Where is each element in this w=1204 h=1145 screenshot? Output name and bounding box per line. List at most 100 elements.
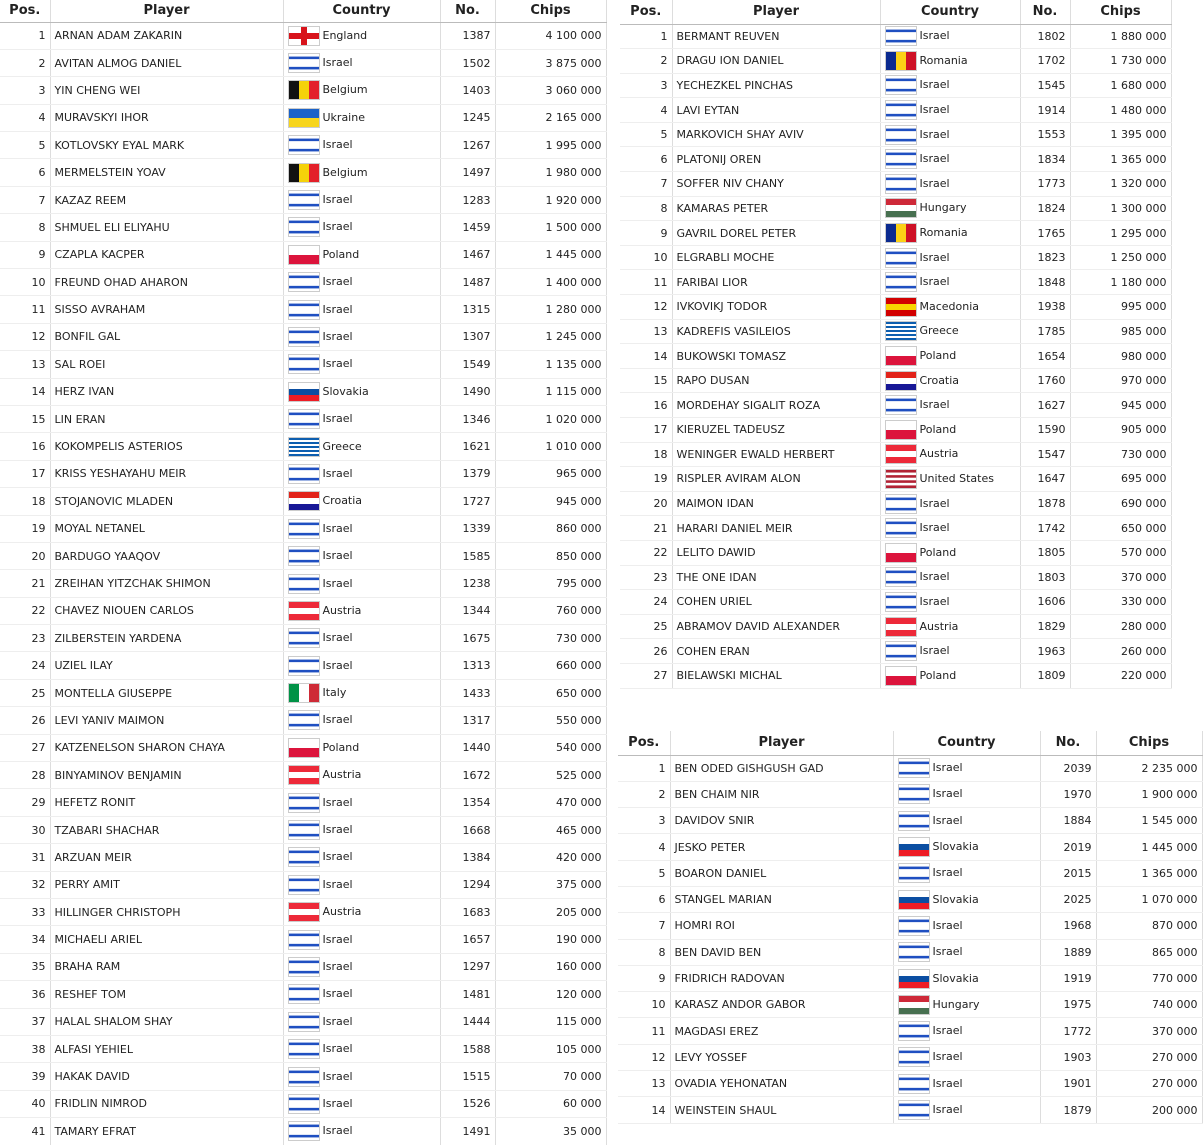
flag-part <box>288 946 319 949</box>
flag-part <box>898 816 929 820</box>
country-name: Israel <box>322 576 353 590</box>
flag-part <box>885 605 916 609</box>
player-name: PLATONIJ OREN <box>672 146 881 173</box>
flag-part <box>288 716 319 720</box>
flag-part <box>288 970 319 974</box>
flag <box>884 641 917 662</box>
flag-part <box>898 1082 929 1086</box>
flag-part <box>288 449 319 452</box>
player-name: KADREFIS VASILEIOS <box>672 319 881 345</box>
flag-part <box>288 480 319 484</box>
chips: 1 010 000 <box>495 432 607 461</box>
flag-part <box>298 684 309 703</box>
country-name: Israel <box>932 1076 963 1090</box>
position: 33 <box>0 898 51 927</box>
flag-part <box>288 470 319 473</box>
flag-part <box>288 305 319 309</box>
player-number: 1545 <box>1020 73 1071 99</box>
flag-part <box>288 644 319 648</box>
flag <box>287 1066 320 1087</box>
flag-part <box>288 915 319 922</box>
flag-part <box>885 652 916 656</box>
flag-part <box>288 998 319 1002</box>
flag-part <box>288 601 319 609</box>
chips: 470 000 <box>495 788 607 817</box>
country: Israel <box>283 542 441 571</box>
flag-part <box>885 532 916 535</box>
country: Belgium <box>283 158 441 187</box>
country-name: Poland <box>919 545 957 559</box>
country: Israel <box>893 1044 1041 1072</box>
flag-part <box>885 264 916 267</box>
player-name: CZAPLA KACPER <box>50 241 284 270</box>
flag-part <box>288 425 319 429</box>
position: 21 <box>0 569 51 598</box>
position: 5 <box>618 860 671 887</box>
flag-part <box>288 587 319 591</box>
flag-part <box>288 300 319 304</box>
player-name: ZILBERSTEIN YARDENA <box>50 624 284 653</box>
flag-part <box>885 600 916 604</box>
table-head: Pos. Player Country No. Chips <box>618 731 1203 756</box>
flag-part <box>288 669 319 673</box>
country-name: Romania <box>919 226 968 240</box>
flag <box>287 107 320 128</box>
flag-part <box>288 522 319 526</box>
flag-part <box>885 598 916 601</box>
flag-part <box>288 562 319 566</box>
flag-part <box>288 796 319 800</box>
flag-part <box>288 365 319 369</box>
flag-part <box>898 844 929 851</box>
country-name: Israel <box>322 959 353 973</box>
flag-part <box>288 453 319 456</box>
flag-part <box>885 328 916 331</box>
flag-part <box>288 1102 319 1106</box>
flag-part <box>885 106 916 110</box>
flag <box>897 863 930 884</box>
player-name: MERMELSTEIN YOAV <box>50 158 284 187</box>
flag-part <box>885 187 916 191</box>
country: Greece <box>283 432 441 461</box>
flag <box>287 217 320 238</box>
position: 12 <box>620 294 673 320</box>
player-row: 11 FARIBAI LIOR Israel 1848 1 180 000 <box>620 269 1172 296</box>
flag-part <box>288 220 319 224</box>
player-number: 1975 <box>1040 991 1097 1019</box>
player-name: SOFFER NIV CHANY <box>672 171 881 197</box>
position: 2 <box>618 781 671 809</box>
flag-part <box>288 59 319 63</box>
flag-part <box>885 332 916 335</box>
player-number: 1938 <box>1020 294 1071 320</box>
player-name: ARNAN ADAM ZAKARIN <box>50 22 284 50</box>
chips: 2 165 000 <box>495 104 607 133</box>
flag-part <box>288 445 319 448</box>
position: 2 <box>620 48 673 74</box>
flag-part <box>288 1067 319 1071</box>
flag-part <box>898 1084 929 1088</box>
player-name: COHEN ERAN <box>672 638 881 664</box>
flag-part <box>885 334 916 337</box>
flag <box>287 984 320 1005</box>
country: Israel <box>283 624 441 653</box>
flag-part <box>885 642 916 646</box>
country-name: Israel <box>322 56 353 70</box>
flag <box>897 1047 930 1068</box>
flag-part <box>885 157 916 161</box>
flag <box>287 820 320 841</box>
player-number: 1433 <box>440 679 496 708</box>
flag <box>287 272 320 293</box>
country: Israel <box>893 1017 1041 1045</box>
player-number: 1824 <box>1020 196 1071 222</box>
flag-part <box>898 766 929 770</box>
country-name: Israel <box>322 795 353 809</box>
flag-part <box>288 141 319 145</box>
column-header: Player <box>50 0 284 23</box>
flag-part <box>288 957 319 961</box>
country-name: Israel <box>322 549 353 563</box>
flag <box>287 354 320 375</box>
chips: 1 680 000 <box>1070 73 1172 99</box>
player-row: 34 MICHAELI ARIEL Israel 1657 190 000 <box>0 925 607 954</box>
player-number: 1297 <box>440 953 496 982</box>
position: 14 <box>620 343 673 369</box>
player-number: 1621 <box>440 432 496 461</box>
